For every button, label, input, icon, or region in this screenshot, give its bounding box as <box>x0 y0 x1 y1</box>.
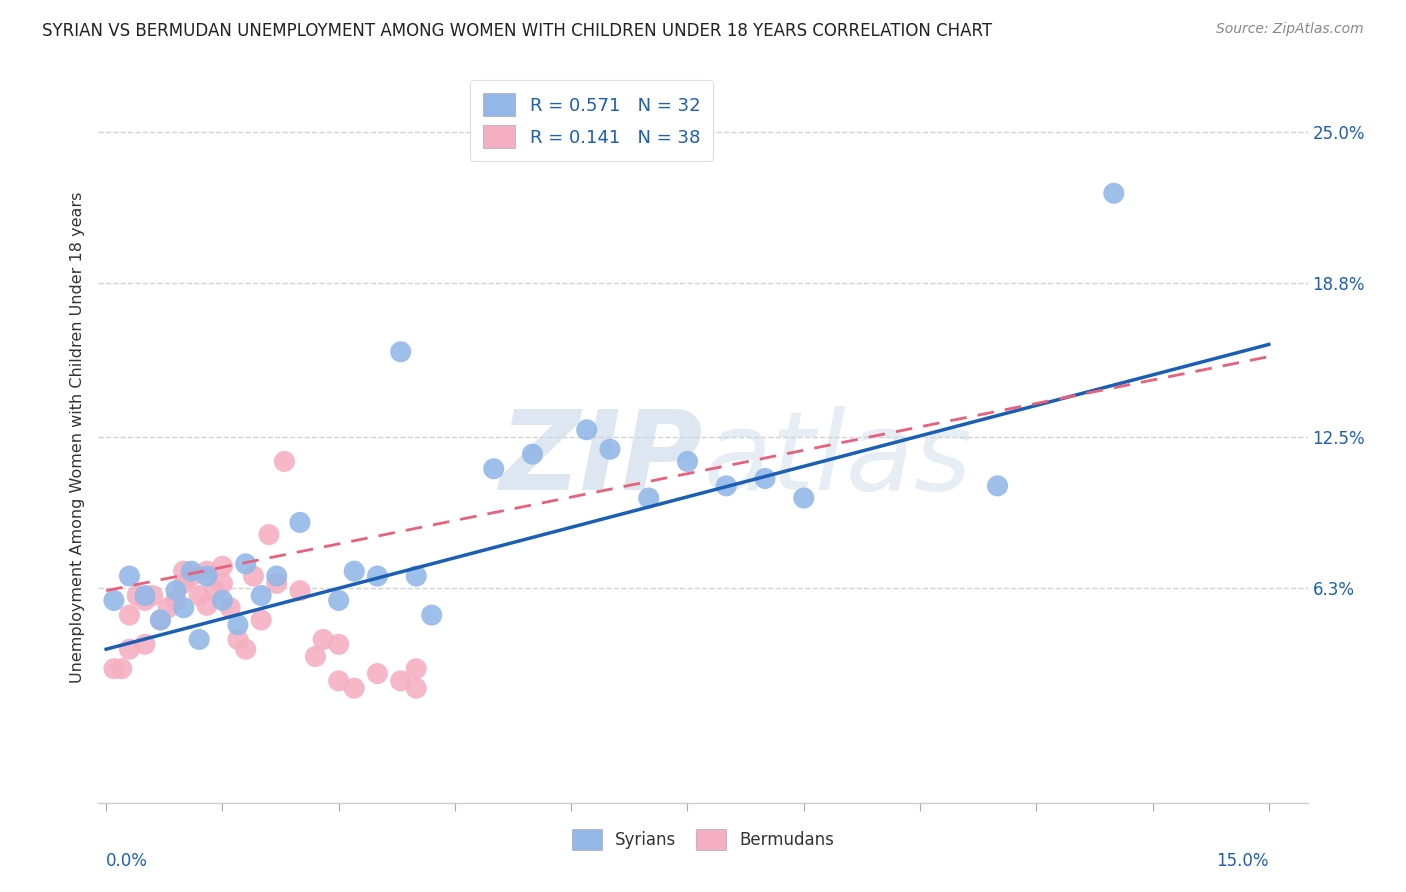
Point <box>312 632 335 647</box>
Point <box>235 557 257 571</box>
Point <box>328 637 350 651</box>
Point <box>420 608 443 623</box>
Point <box>986 479 1008 493</box>
Point <box>266 569 288 583</box>
Point <box>250 589 273 603</box>
Point <box>389 673 412 688</box>
Point <box>111 662 134 676</box>
Text: Source: ZipAtlas.com: Source: ZipAtlas.com <box>1216 22 1364 37</box>
Point <box>405 681 427 696</box>
Point <box>343 564 366 578</box>
Point <box>134 589 156 603</box>
Point <box>304 649 326 664</box>
Point <box>149 613 172 627</box>
Legend: Syrians, Bermudans: Syrians, Bermudans <box>565 822 841 856</box>
Point <box>343 681 366 696</box>
Point <box>173 600 195 615</box>
Point <box>142 589 165 603</box>
Text: 0.0%: 0.0% <box>107 852 148 870</box>
Point <box>1102 186 1125 201</box>
Point <box>257 527 280 541</box>
Point <box>266 576 288 591</box>
Y-axis label: Unemployment Among Women with Children Under 18 years: Unemployment Among Women with Children U… <box>69 192 84 682</box>
Point <box>405 662 427 676</box>
Point <box>157 600 180 615</box>
Point <box>242 569 264 583</box>
Point <box>195 599 218 613</box>
Point <box>211 559 233 574</box>
Point <box>235 642 257 657</box>
Point <box>118 608 141 623</box>
Point <box>328 593 350 607</box>
Point <box>195 569 218 583</box>
Text: ZIP: ZIP <box>499 406 703 513</box>
Point <box>226 632 249 647</box>
Point <box>405 569 427 583</box>
Point <box>389 344 412 359</box>
Point <box>599 442 621 457</box>
Point <box>716 479 738 493</box>
Point <box>165 593 187 607</box>
Point <box>165 583 187 598</box>
Point <box>195 564 218 578</box>
Text: SYRIAN VS BERMUDAN UNEMPLOYMENT AMONG WOMEN WITH CHILDREN UNDER 18 YEARS CORRELA: SYRIAN VS BERMUDAN UNEMPLOYMENT AMONG WO… <box>42 22 993 40</box>
Point <box>211 593 233 607</box>
Point <box>273 454 295 468</box>
Point <box>118 569 141 583</box>
Point <box>149 613 172 627</box>
Point <box>173 576 195 591</box>
Point <box>250 613 273 627</box>
Point <box>288 583 311 598</box>
Point <box>180 569 202 583</box>
Point <box>482 462 505 476</box>
Text: atlas: atlas <box>703 406 972 513</box>
Point <box>134 593 156 607</box>
Point <box>127 589 149 603</box>
Point <box>575 423 598 437</box>
Point <box>188 632 211 647</box>
Text: 15.0%: 15.0% <box>1216 852 1268 870</box>
Point <box>204 583 226 598</box>
Point <box>288 516 311 530</box>
Point <box>173 564 195 578</box>
Point <box>118 642 141 657</box>
Point <box>188 589 211 603</box>
Point <box>676 454 699 468</box>
Point <box>103 662 125 676</box>
Point <box>180 564 202 578</box>
Point <box>366 569 388 583</box>
Point <box>103 593 125 607</box>
Point <box>793 491 815 505</box>
Point <box>134 637 156 651</box>
Point <box>211 576 233 591</box>
Point <box>522 447 544 461</box>
Point <box>366 666 388 681</box>
Point <box>637 491 659 505</box>
Point <box>219 600 242 615</box>
Point <box>328 673 350 688</box>
Point <box>226 617 249 632</box>
Point <box>754 471 776 485</box>
